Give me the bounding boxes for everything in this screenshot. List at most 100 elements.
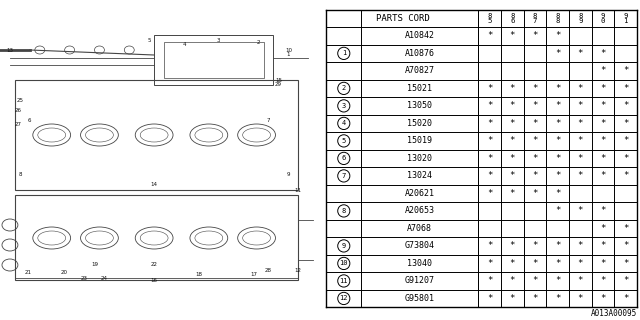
Text: *: * bbox=[555, 241, 560, 251]
Text: *: * bbox=[600, 259, 605, 268]
Text: 4: 4 bbox=[182, 43, 186, 47]
Text: 26: 26 bbox=[15, 108, 21, 113]
Text: *: * bbox=[555, 276, 560, 285]
Text: *: * bbox=[577, 119, 583, 128]
Bar bbox=[164, 42, 264, 78]
Text: 5: 5 bbox=[342, 138, 346, 144]
Text: 3: 3 bbox=[342, 103, 346, 109]
Text: *: * bbox=[600, 172, 605, 180]
Text: 1: 1 bbox=[287, 52, 290, 58]
Text: 9
1: 9 1 bbox=[623, 12, 628, 24]
Text: *: * bbox=[487, 172, 492, 180]
Text: *: * bbox=[623, 136, 628, 145]
Text: *: * bbox=[487, 276, 492, 285]
Text: *: * bbox=[623, 66, 628, 76]
Text: A20653: A20653 bbox=[405, 206, 435, 215]
Text: 2: 2 bbox=[257, 39, 260, 44]
Bar bbox=[15, 80, 298, 190]
Text: 6: 6 bbox=[28, 117, 31, 123]
Text: 13050: 13050 bbox=[407, 101, 433, 110]
Text: 7: 7 bbox=[267, 117, 270, 123]
Text: 17: 17 bbox=[250, 273, 257, 277]
Text: *: * bbox=[509, 294, 515, 303]
Text: *: * bbox=[532, 136, 538, 145]
Text: *: * bbox=[509, 119, 515, 128]
Text: *: * bbox=[600, 241, 605, 251]
Text: *: * bbox=[509, 31, 515, 40]
Text: *: * bbox=[487, 259, 492, 268]
Text: 8: 8 bbox=[18, 172, 22, 178]
Text: 20: 20 bbox=[61, 269, 68, 275]
Text: 7: 7 bbox=[342, 173, 346, 179]
Text: PARTS CORD: PARTS CORD bbox=[376, 14, 429, 23]
Text: *: * bbox=[532, 294, 538, 303]
Text: *: * bbox=[600, 101, 605, 110]
Text: *: * bbox=[577, 259, 583, 268]
Text: *: * bbox=[600, 154, 605, 163]
Text: *: * bbox=[555, 31, 560, 40]
Text: 3: 3 bbox=[217, 37, 221, 43]
Text: *: * bbox=[487, 31, 492, 40]
Text: 10: 10 bbox=[340, 260, 348, 267]
Text: 29: 29 bbox=[275, 83, 282, 87]
Text: 11: 11 bbox=[340, 278, 348, 284]
Text: A10842: A10842 bbox=[405, 31, 435, 40]
Text: *: * bbox=[577, 136, 583, 145]
Text: 11: 11 bbox=[295, 188, 302, 193]
Text: 21: 21 bbox=[24, 269, 31, 275]
Bar bbox=[154, 35, 273, 85]
Text: *: * bbox=[532, 276, 538, 285]
Text: A013A00095: A013A00095 bbox=[591, 309, 637, 318]
Text: *: * bbox=[577, 101, 583, 110]
Text: *: * bbox=[532, 154, 538, 163]
Text: *: * bbox=[577, 206, 583, 215]
Text: *: * bbox=[532, 172, 538, 180]
Text: 8
6: 8 6 bbox=[510, 12, 515, 24]
Text: *: * bbox=[623, 294, 628, 303]
Text: *: * bbox=[555, 84, 560, 93]
Text: 9
0: 9 0 bbox=[601, 12, 605, 24]
Text: *: * bbox=[555, 172, 560, 180]
Text: G95801: G95801 bbox=[405, 294, 435, 303]
Text: 15: 15 bbox=[275, 77, 282, 83]
Text: *: * bbox=[600, 84, 605, 93]
Text: 12: 12 bbox=[340, 295, 348, 301]
Text: *: * bbox=[577, 84, 583, 93]
Text: 13020: 13020 bbox=[407, 154, 433, 163]
Text: *: * bbox=[623, 84, 628, 93]
Text: *: * bbox=[509, 136, 515, 145]
Text: 24: 24 bbox=[101, 276, 108, 281]
Text: 28: 28 bbox=[265, 268, 272, 273]
Text: 25: 25 bbox=[17, 98, 24, 102]
Text: *: * bbox=[623, 224, 628, 233]
Text: 9: 9 bbox=[342, 243, 346, 249]
Text: 5: 5 bbox=[147, 37, 151, 43]
Text: *: * bbox=[532, 119, 538, 128]
Text: 8
9: 8 9 bbox=[578, 12, 582, 24]
Text: 8: 8 bbox=[342, 208, 346, 214]
Text: 15019: 15019 bbox=[407, 136, 433, 145]
Text: *: * bbox=[600, 66, 605, 76]
Text: 4: 4 bbox=[342, 120, 346, 126]
Text: *: * bbox=[487, 294, 492, 303]
Text: *: * bbox=[577, 172, 583, 180]
Text: *: * bbox=[555, 101, 560, 110]
Text: A7068: A7068 bbox=[407, 224, 433, 233]
Text: 27: 27 bbox=[15, 122, 21, 126]
Text: *: * bbox=[577, 154, 583, 163]
Text: *: * bbox=[532, 101, 538, 110]
Text: *: * bbox=[509, 259, 515, 268]
Text: *: * bbox=[532, 31, 538, 40]
Text: 23: 23 bbox=[81, 276, 88, 281]
Text: 13: 13 bbox=[6, 47, 13, 52]
Text: *: * bbox=[577, 276, 583, 285]
Text: *: * bbox=[600, 206, 605, 215]
Text: 13040: 13040 bbox=[407, 259, 433, 268]
Text: *: * bbox=[555, 119, 560, 128]
Text: *: * bbox=[487, 154, 492, 163]
Text: *: * bbox=[509, 154, 515, 163]
Text: *: * bbox=[600, 119, 605, 128]
Text: 8
5: 8 5 bbox=[488, 12, 492, 24]
Text: *: * bbox=[509, 241, 515, 251]
Text: *: * bbox=[532, 189, 538, 198]
